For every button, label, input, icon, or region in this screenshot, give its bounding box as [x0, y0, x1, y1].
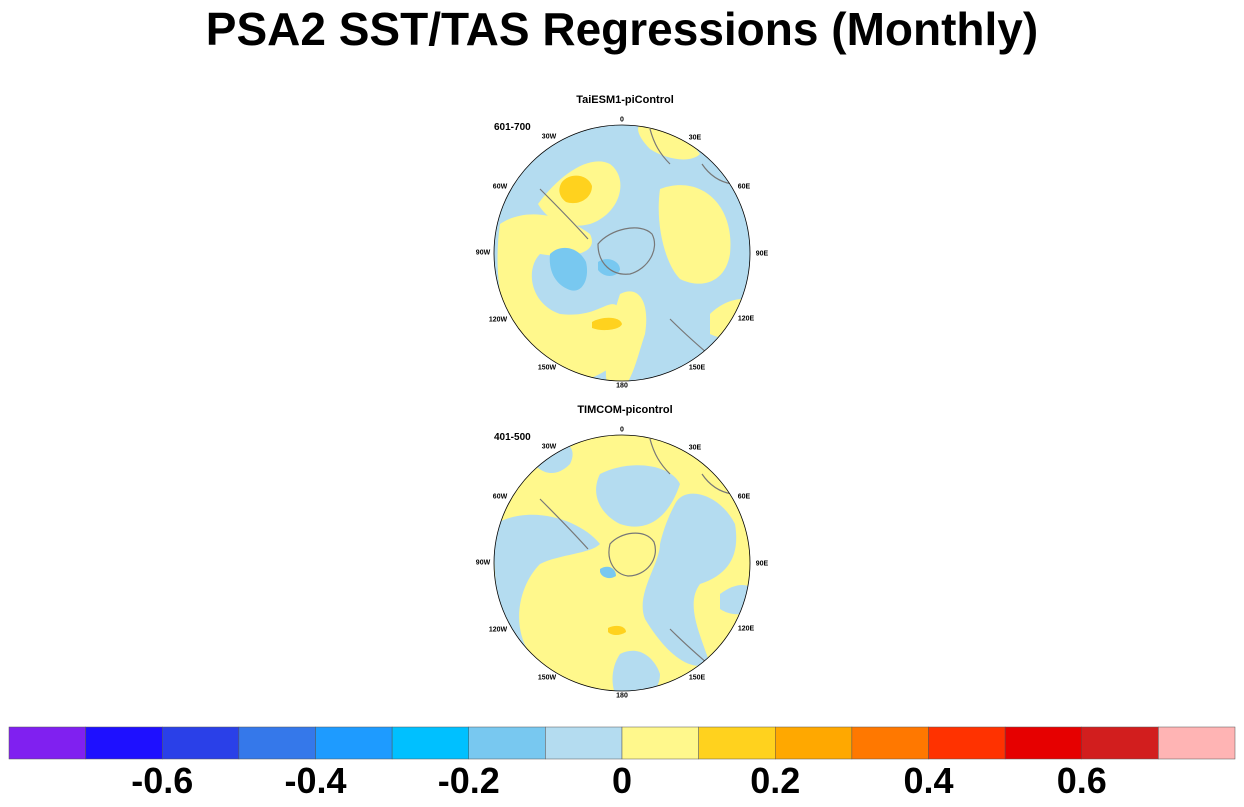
lon-label-90e: 90E	[755, 560, 769, 568]
panel-title: TIMCOM-picontrol	[577, 404, 673, 416]
colorbar-swatch	[851, 726, 929, 760]
lon-label-60w: 60W	[492, 183, 508, 191]
lon-label-30e: 30E	[688, 444, 702, 452]
negative-anomaly-region	[494, 514, 600, 656]
colorbar-swatch	[1004, 726, 1082, 760]
strong-negative-anomaly	[549, 247, 588, 291]
colorbar-swatch	[545, 726, 623, 760]
lon-label-90w: 90W	[475, 559, 491, 567]
positive-anomaly-region	[605, 291, 647, 381]
lon-label-120w: 120W	[488, 316, 508, 324]
colorbar-swatch	[162, 726, 240, 760]
colorbar-tick-label: 0.2	[750, 760, 801, 801]
panel-period: 401-500	[494, 432, 531, 443]
lon-label-150e: 150E	[688, 364, 706, 372]
colorbar-tick-label: -0.6	[131, 760, 194, 801]
colorbar-swatch	[621, 726, 699, 760]
colorbar-swatch	[1081, 726, 1159, 760]
lon-label-30e: 30E	[688, 134, 702, 142]
coastline	[539, 188, 589, 240]
panel-title: TaiESM1-piControl	[576, 94, 674, 106]
colorbar	[8, 726, 1236, 760]
lon-label-90e: 90E	[755, 250, 769, 258]
lon-label-30w: 30W	[541, 133, 557, 141]
colorbar-swatch	[775, 726, 853, 760]
lon-label-150w: 150W	[537, 674, 557, 682]
lon-label-180: 180	[616, 382, 628, 390]
map-panel-2: TIMCOM-picontrol 401-500 0 30E 60E 90E	[470, 404, 780, 709]
lon-label-180: 180	[616, 692, 628, 700]
colorbar-swatch	[698, 726, 776, 760]
lon-label-60e: 60E	[737, 183, 751, 191]
strong-negative-anomaly	[600, 566, 616, 579]
lon-label-120e: 120E	[737, 625, 755, 633]
colorbar-tick-label: 0.6	[1056, 760, 1107, 801]
lon-label-0: 0	[620, 116, 624, 124]
negative-anomaly-region	[720, 585, 750, 615]
lon-label-120e: 120E	[737, 315, 755, 323]
negative-anomaly-region	[596, 465, 680, 527]
colorbar-swatch	[468, 726, 546, 760]
strong-positive-anomaly	[608, 625, 626, 635]
colorbar-swatch	[85, 726, 163, 760]
negative-anomaly-region	[642, 493, 737, 666]
lon-label-60w: 60W	[492, 493, 508, 501]
map-panel-1: TaiESM1-piControl 601-700	[470, 94, 780, 399]
panel-period: 601-700	[494, 122, 531, 133]
map-border	[493, 434, 751, 692]
colorbar-tick-label: 0	[611, 760, 633, 801]
coastline	[539, 498, 589, 550]
coastline	[608, 532, 656, 577]
colorbar-swatch	[1158, 726, 1236, 760]
strong-positive-anomaly	[592, 317, 622, 331]
lon-label-120w: 120W	[488, 626, 508, 634]
colorbar-swatch	[238, 726, 316, 760]
figure-title: PSA2 SST/TAS Regressions (Monthly)	[205, 3, 1039, 55]
polar-map	[493, 434, 751, 692]
map-border	[493, 124, 751, 382]
colorbar-tick-label: -0.2	[437, 760, 500, 801]
strong-positive-anomaly	[559, 175, 592, 204]
lon-label-0: 0	[620, 426, 624, 434]
lon-label-150w: 150W	[537, 364, 557, 372]
positive-anomaly-region	[658, 185, 731, 284]
colorbar-swatch	[391, 726, 469, 760]
lon-label-60e: 60E	[737, 493, 751, 501]
colorbar-tick-label: 0.4	[903, 760, 954, 801]
colorbar-swatch	[315, 726, 393, 760]
positive-anomaly-region	[638, 125, 700, 160]
lon-label-30w: 30W	[541, 443, 557, 451]
lon-label-90w: 90W	[475, 249, 491, 257]
coastline	[597, 227, 656, 275]
lon-label-150e: 150E	[688, 674, 706, 682]
colorbar-swatch	[928, 726, 1006, 760]
colorbar-tick-label: -0.4	[284, 760, 347, 801]
polar-map	[493, 124, 751, 382]
colorbar-swatch	[8, 726, 86, 760]
